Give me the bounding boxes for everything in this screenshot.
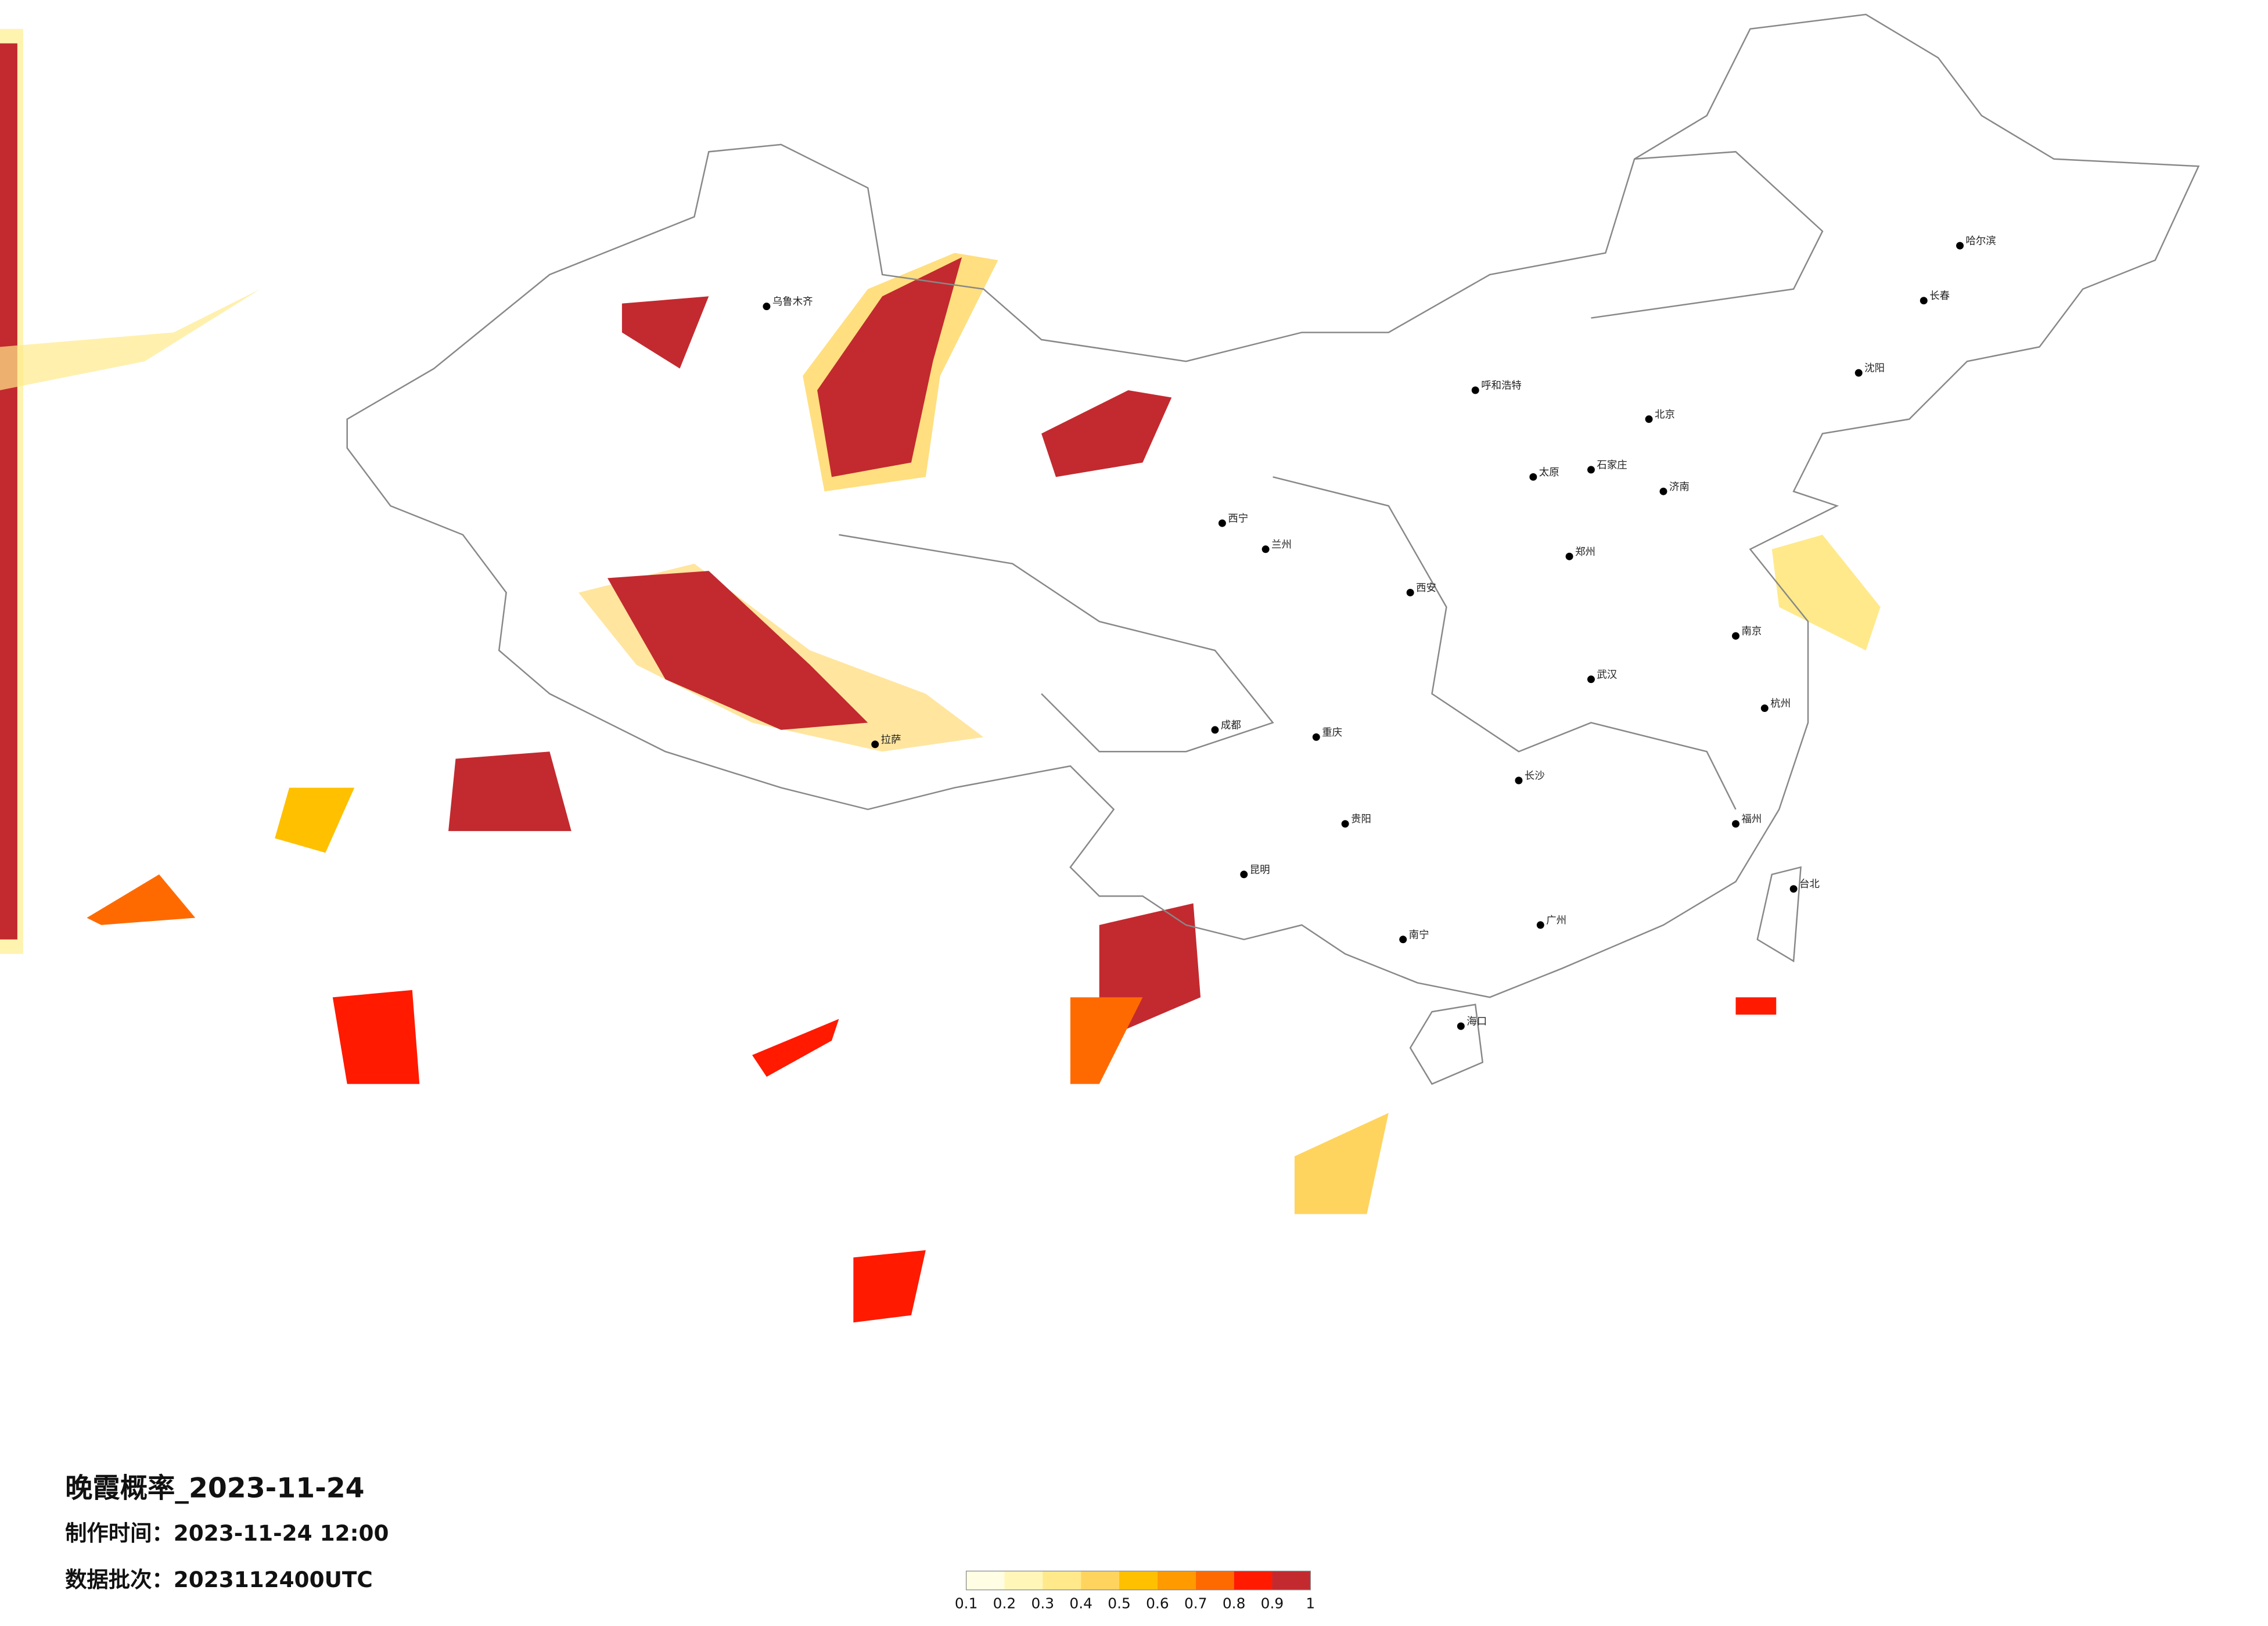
colorbar-tick-label: 0.3	[1031, 1595, 1055, 1612]
city-dot	[1587, 675, 1595, 684]
city-dot	[1659, 487, 1667, 495]
city-label: 郑州	[1575, 546, 1595, 558]
city-dot	[1732, 632, 1739, 640]
colorbar-cell	[1195, 1571, 1234, 1590]
city-dot	[1515, 776, 1523, 785]
city-label: 广州	[1546, 915, 1566, 926]
city-dot	[1760, 704, 1769, 713]
probability-field	[0, 28, 1881, 1323]
city-label: 长沙	[1525, 771, 1545, 782]
city-label: 贵阳	[1351, 814, 1371, 825]
colorbar-cell	[1157, 1571, 1196, 1590]
city-label: 西宁	[1228, 513, 1248, 525]
city-dot	[1565, 552, 1573, 560]
city-label: 南京	[1741, 626, 1762, 638]
city-label: 福州	[1741, 814, 1762, 825]
colorbar-cell	[1004, 1571, 1043, 1590]
colorbar-tick-label: 0.8	[1223, 1595, 1246, 1612]
city-label: 西安	[1416, 582, 1436, 594]
city-dot	[1529, 473, 1537, 481]
city-dot	[1645, 415, 1653, 423]
city-label: 长春	[1929, 290, 1950, 302]
city-label: 兰州	[1271, 539, 1292, 551]
colorbar-cell	[1043, 1571, 1081, 1590]
city-dot	[1406, 588, 1414, 596]
city-label: 石家庄	[1597, 459, 1627, 471]
colorbar-cell	[1119, 1571, 1158, 1590]
boundaries	[346, 13, 2200, 1085]
colorbar-frame	[965, 1570, 1311, 1591]
city-dot	[871, 740, 879, 749]
city-dot	[1211, 726, 1219, 734]
city-label: 拉萨	[881, 734, 901, 746]
city-dot	[1218, 519, 1226, 527]
city-dot	[1240, 870, 1248, 879]
city-label: 重庆	[1322, 727, 1342, 739]
colorbar-cell	[1081, 1571, 1120, 1590]
city-label: 北京	[1655, 409, 1675, 420]
city-label: 南宁	[1409, 929, 1429, 941]
city-dot	[763, 303, 771, 311]
colorbar-tick-label: 0.2	[993, 1595, 1016, 1612]
city-label: 乌鲁木齐	[772, 296, 813, 308]
data-batch: 数据批次：2023112400UTC	[65, 1567, 373, 1592]
city-label: 武汉	[1597, 669, 1617, 681]
colorbar-cell	[966, 1571, 1005, 1590]
city-label: 成都	[1221, 720, 1241, 731]
city-dot	[1536, 921, 1544, 929]
city-dot	[1341, 820, 1349, 828]
city-label: 呼和浩特	[1481, 380, 1522, 392]
city-label: 哈尔滨	[1965, 236, 1996, 247]
map-title: 晚霞概率_2023-11-24	[65, 1473, 365, 1505]
city-dot	[1457, 1022, 1465, 1030]
city-label: 太原	[1539, 467, 1559, 479]
colorbar-cell	[1234, 1571, 1273, 1590]
city-dot	[1399, 936, 1407, 944]
city-label: 海口	[1467, 1016, 1487, 1028]
colorbar-tick-label: 0.6	[1146, 1595, 1169, 1612]
city-dot	[1587, 466, 1595, 474]
city-label: 台北	[1799, 879, 1820, 890]
city-dot	[1789, 885, 1798, 893]
colorbar-tick-label: 0.7	[1184, 1595, 1207, 1612]
production-time: 制作时间：2023-11-24 12:00	[65, 1520, 389, 1546]
colorbar-tick-label: 0.5	[1108, 1595, 1131, 1612]
city-label: 昆明	[1250, 864, 1270, 876]
city-dot	[1956, 242, 1964, 250]
city-dot	[1732, 820, 1739, 828]
city-dot	[1261, 545, 1270, 553]
colorbar-tick-label: 0.1	[955, 1595, 978, 1612]
colorbar-tick-label: 0.9	[1261, 1595, 1284, 1612]
city-dot	[1312, 733, 1320, 741]
colorbar-cell	[1272, 1571, 1311, 1590]
colorbar: 0.1 0.2 0.3 0.4 0.5 0.6 0.7 0.8 0.9 1	[955, 1570, 1315, 1612]
city-label: 沈阳	[1864, 363, 1885, 375]
city-label: 杭州	[1770, 698, 1791, 710]
colorbar-tick-label: 0.4	[1069, 1595, 1092, 1612]
city-dot	[1920, 297, 1928, 305]
city-dot	[1471, 386, 1479, 394]
city-dot	[1854, 369, 1863, 377]
city-label: 济南	[1669, 481, 1690, 493]
colorbar-tick-label: 1	[1306, 1595, 1315, 1612]
